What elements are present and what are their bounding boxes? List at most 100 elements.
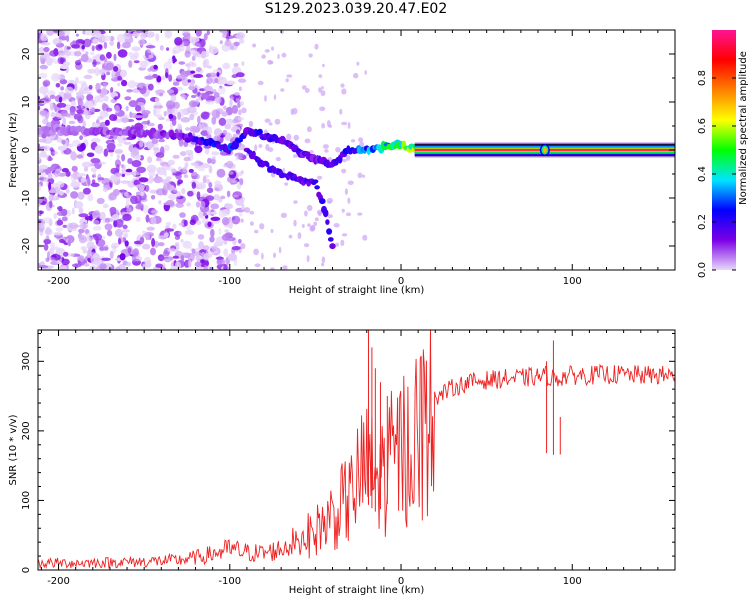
- spectrogram-cell: [88, 58, 93, 63]
- spectrogram-cell: [164, 30, 173, 39]
- spectrogram-cell: [321, 256, 326, 264]
- spectrogram-cell: [133, 179, 140, 186]
- spectrogram-cell: [43, 176, 48, 183]
- snr-y-axis-label: SNR (10 * v/v): [8, 414, 19, 485]
- spectrogram-cell: [69, 222, 78, 230]
- spectrogram-cell: [116, 143, 123, 147]
- spectrogram-cell: [203, 145, 212, 149]
- spectrogram-cell: [205, 91, 214, 95]
- spectrogram-cell: [40, 58, 46, 65]
- spectrogram-cell: [197, 196, 208, 202]
- spectrogram-cell: [92, 33, 103, 38]
- spectrogram-cell: [194, 145, 203, 154]
- spectrogram-cell: [178, 230, 182, 236]
- spectrogram-cell: [48, 193, 54, 202]
- spectrogram-cell: [163, 110, 167, 117]
- spectrogram-cell: [226, 33, 230, 42]
- spectrogram-cell: [249, 210, 255, 215]
- spectrogram-cell: [75, 33, 79, 37]
- spectrogram-cell: [92, 253, 100, 259]
- spectrogram-cell: [265, 143, 270, 151]
- spectrogram-cell: [163, 202, 174, 206]
- spectrogram-cell: [188, 61, 195, 67]
- colorbar-label: Normalized spectral amplitude: [738, 51, 749, 205]
- spectrogram-cell: [341, 233, 348, 237]
- spectrogram-cell: [71, 263, 82, 268]
- spectrogram-cell: [120, 69, 127, 78]
- spectrogram-cell: [92, 59, 97, 68]
- spectrogram-cell: [216, 72, 220, 77]
- spectrogram-cell: [141, 120, 150, 125]
- spectrogram-cell: [106, 142, 116, 152]
- spectrogram-cell: [156, 188, 166, 196]
- spectrogram-cell: [222, 164, 228, 168]
- spectrogram-cell: [229, 45, 235, 50]
- spectrogram-cell: [117, 49, 128, 58]
- spectrogram-cell: [195, 256, 202, 261]
- spectrogram-cell: [91, 122, 100, 129]
- spectrogram-cell: [53, 151, 58, 155]
- spectrogram-cell: [152, 146, 160, 151]
- spectrogram-cell: [220, 195, 226, 200]
- spectrogram-cell: [38, 183, 42, 192]
- spectrogram-cell: [83, 263, 90, 267]
- spectrogram-cell: [280, 88, 285, 92]
- spectrogram-cell: [148, 54, 154, 59]
- spectrogram-cell: [97, 177, 105, 181]
- spectrogram-cell: [174, 37, 183, 46]
- spectrogram-cell: [235, 72, 245, 78]
- spectrogram-cell: [195, 201, 201, 208]
- spectrogram-cell: [190, 162, 200, 166]
- spectrogram-cell: [304, 210, 308, 217]
- spectrogram-cell: [78, 235, 87, 244]
- spectrogram-cell: [241, 61, 245, 66]
- spectrogram-cell: [86, 241, 95, 251]
- spectrogram-cell: [70, 181, 81, 188]
- spectrogram-cell: [222, 129, 228, 136]
- snr-x-tick-label: 100: [563, 576, 582, 587]
- spectrogram-cell: [170, 93, 177, 103]
- spectrogram-cell: [227, 253, 237, 262]
- spectrogram-cell: [125, 105, 129, 112]
- snr-series-line: [38, 330, 675, 570]
- spectrogram-cell: [214, 180, 222, 187]
- spectrogram-cell: [306, 204, 313, 212]
- spectrogram-cell: [211, 151, 220, 156]
- spectrogram-cell: [70, 191, 79, 199]
- spectrogram-cell: [89, 214, 93, 222]
- spectrogram-cell: [269, 60, 274, 65]
- spectrogram-cell: [211, 109, 221, 118]
- spectrogram-cell: [334, 242, 340, 247]
- spectrogram-cell: [176, 182, 181, 186]
- spectrogram-cell: [81, 53, 89, 63]
- spectrogram-cell: [163, 61, 173, 71]
- spectrogram-cell: [212, 245, 218, 252]
- spectrogram-cell: [49, 247, 55, 255]
- spectrogram-cell: [139, 60, 148, 69]
- spectrogram-cell: [49, 94, 56, 100]
- spectrogram-cell: [350, 139, 356, 143]
- spectrogram-cell: [340, 239, 345, 246]
- spectrogram-cell: [347, 180, 354, 186]
- spectrogram-cell: [322, 144, 329, 149]
- spectrogram-cell: [180, 255, 185, 262]
- spectrogram-cell: [190, 94, 197, 99]
- spectrogram-cell: [206, 178, 211, 184]
- spectrogram-cell: [213, 194, 220, 201]
- spectrogram-cell: [168, 74, 173, 82]
- spectrogram-cell: [71, 44, 81, 49]
- spectrogram-cell: [214, 187, 220, 191]
- spectrogram-cell: [324, 149, 329, 153]
- spectrogram-cell: [122, 41, 131, 49]
- spectrogram-cell: [273, 252, 276, 259]
- snr-y-tick-label: 0: [21, 567, 32, 573]
- spectrogram-cell: [237, 117, 245, 121]
- spectrogram-cell: [165, 118, 171, 122]
- spectrogram-cell: [157, 123, 163, 131]
- spectrogram-cell: [187, 190, 194, 197]
- spectrogram-cell: [218, 209, 226, 218]
- spectrogram-cell: [70, 173, 77, 183]
- spectrogram-cell: [127, 180, 136, 188]
- spectrogram-cell: [226, 80, 236, 86]
- spectrogram-cell: [87, 68, 96, 74]
